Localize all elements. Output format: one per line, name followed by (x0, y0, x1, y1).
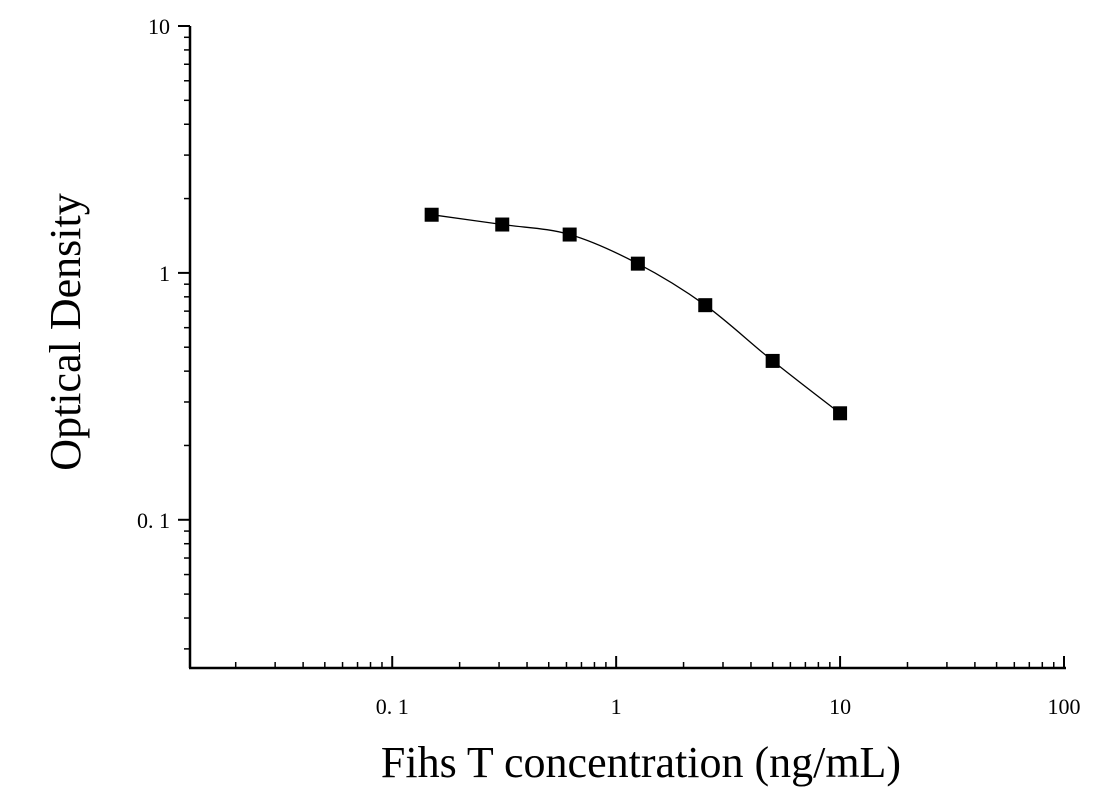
x-ticks: 0. 1 1 10 100 (234, 656, 1081, 719)
y-tick-label: 0. 1 (137, 508, 170, 533)
data-point (495, 217, 510, 232)
data-point (424, 207, 439, 222)
x-axis-title: Fihs T concentration (ng/mL) (381, 738, 901, 787)
fit-curve (431, 214, 841, 414)
x-tick-label: 10 (829, 694, 851, 719)
data-point (630, 256, 645, 271)
data-points (424, 207, 848, 421)
data-point (562, 227, 577, 242)
data-point (765, 353, 780, 368)
y-ticks: 0. 1 1 10 (137, 14, 190, 650)
y-tick-label: 1 (159, 261, 170, 286)
x-tick-label: 0. 1 (376, 694, 409, 719)
axes (188, 26, 1066, 670)
x-tick-label: 1 (611, 694, 622, 719)
x-tick-label: 100 (1048, 694, 1081, 719)
y-tick-label: 10 (148, 14, 170, 39)
y-axis-title: Optical Density (41, 193, 90, 470)
data-point (833, 406, 848, 421)
data-point (698, 298, 713, 313)
